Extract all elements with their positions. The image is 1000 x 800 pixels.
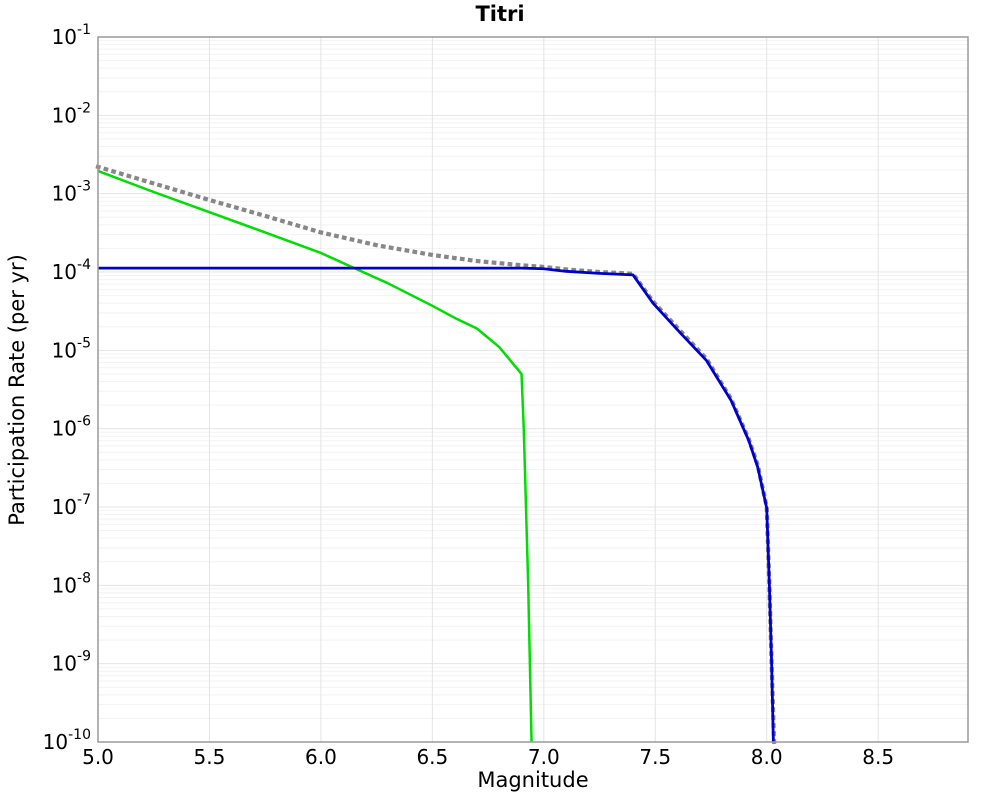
y-tick-label: 10-1 bbox=[52, 22, 91, 49]
data-series bbox=[95, 164, 777, 745]
y-axis-label: Participation Rate (per yr) bbox=[5, 254, 29, 526]
y-tick-label: 10-7 bbox=[52, 492, 91, 519]
y-tick-label: 10-2 bbox=[52, 100, 91, 127]
y-tick-labels: 10-1 10-2 10-3 10-4 10-5 10-6 10-7 10-8 10-9 10-1… bbox=[43, 22, 91, 754]
y-tick-label: 10-10 bbox=[43, 727, 91, 754]
series-green-solid-line bbox=[97, 169, 533, 743]
plot-border bbox=[97, 36, 969, 743]
x-tick-label: 7.0 bbox=[528, 745, 560, 769]
x-tick-label: 6.0 bbox=[305, 745, 337, 769]
chart-title: Titri bbox=[475, 2, 525, 26]
x-tick-label: 7.5 bbox=[639, 745, 671, 769]
x-axis-label: Magnitude bbox=[477, 768, 589, 792]
x-tick-label: 5.0 bbox=[82, 745, 114, 769]
x-tick-label: 6.5 bbox=[416, 745, 448, 769]
y-tick-label: 10-6 bbox=[52, 414, 92, 441]
y-tick-label: 10-4 bbox=[52, 257, 92, 284]
grid-major-lines bbox=[97, 36, 968, 743]
y-tick-label: 10-8 bbox=[52, 570, 91, 597]
series-total-dotted-line bbox=[95, 164, 777, 745]
series-blue-solid-line bbox=[98, 266, 775, 743]
x-tick-label: 5.5 bbox=[194, 745, 226, 769]
x-tick-labels: 5.0 5.5 6.0 6.5 7.0 7.5 8.0 8.5 bbox=[82, 745, 894, 769]
x-tick-label: 8.0 bbox=[751, 745, 783, 769]
x-tick-label: 8.5 bbox=[862, 745, 894, 769]
y-tick-label: 10-3 bbox=[52, 179, 91, 206]
grid-minor-lines bbox=[98, 40, 968, 719]
y-tick-label: 10-9 bbox=[52, 649, 91, 676]
y-tick-label: 10-5 bbox=[52, 335, 91, 362]
